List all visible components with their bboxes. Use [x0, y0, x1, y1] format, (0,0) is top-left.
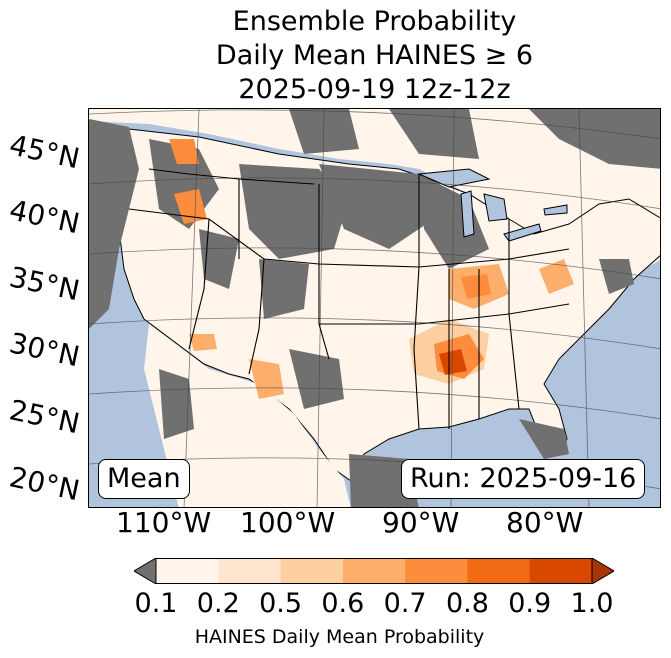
lat-label-40: 40°N	[6, 193, 83, 241]
great-lakes	[417, 168, 568, 242]
statistic-label: Mean	[98, 459, 190, 499]
map-panel: Mean Run: 2025-09-16	[88, 108, 661, 508]
colorbar-tick-label: 0.8	[445, 588, 489, 619]
map-canvas	[89, 109, 660, 507]
lon-label-100w: 100°W	[240, 506, 336, 539]
run-date-label: Run: 2025-09-16	[401, 459, 646, 499]
lat-label-35: 35°N	[6, 260, 83, 308]
colorbar-segment	[405, 558, 468, 584]
lat-label-25: 25°N	[6, 393, 83, 441]
state-borders	[128, 168, 570, 430]
colorbar-over-arrow	[591, 558, 614, 584]
lon-label-90w: 90°W	[382, 506, 460, 539]
colorbar-tick-label: 0.1	[134, 588, 178, 619]
colorbar-tick-label: 0.5	[259, 588, 303, 619]
colorbar-tick-label: 1.0	[570, 588, 614, 619]
title-line-2: Daily Mean HAINES ≥ 6	[215, 40, 534, 71]
colorbar-tick-label: 0.7	[383, 588, 427, 619]
colorbar-segment	[280, 558, 344, 584]
lon-label-110w: 110°W	[116, 506, 212, 539]
colorbar-tick-label: 0.9	[508, 588, 552, 619]
colorbar-segment	[218, 558, 282, 584]
lon-label-80w: 80°W	[506, 506, 584, 539]
colorbar-segment	[156, 558, 219, 584]
colorbar	[134, 558, 614, 584]
title-line-1: Ensemble Probability	[232, 6, 517, 37]
lat-label-20: 20°N	[6, 460, 83, 508]
lat-label-30: 30°N	[6, 326, 83, 374]
colorbar-segment	[529, 558, 593, 584]
colorbar-label: HAINES Daily Mean Probability	[194, 626, 485, 648]
mexico-land	[144, 324, 351, 507]
lat-label-45: 45°N	[6, 128, 83, 176]
colorbar-under-arrow	[134, 558, 157, 584]
title-line-3: 2025-09-19 12z-12z	[238, 74, 511, 105]
colorbar-tick-label: 0.6	[321, 588, 365, 619]
colorbar-segment	[342, 558, 406, 584]
colorbar-tick-label: 0.2	[196, 588, 240, 619]
colorbar-segment	[467, 558, 531, 584]
